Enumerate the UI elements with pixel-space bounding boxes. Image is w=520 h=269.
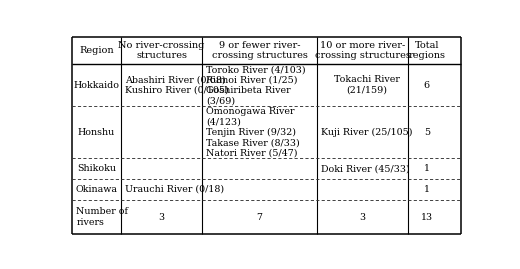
Text: 9 or fewer river-
crossing structures: 9 or fewer river- crossing structures [212, 41, 308, 61]
Text: Omonogawa River
(4/123)
Tenjin River (9/32)
Takase River (8/33)
Natori River (5/: Omonogawa River (4/123) Tenjin River (9/… [206, 107, 300, 158]
Text: Okinawa: Okinawa [75, 185, 118, 194]
Text: 13: 13 [421, 213, 433, 221]
Text: Total
regions: Total regions [408, 41, 445, 61]
Text: Doki River (45/33): Doki River (45/33) [321, 164, 410, 173]
Text: 1: 1 [424, 164, 430, 173]
Text: Hokkaido: Hokkaido [73, 81, 120, 90]
Text: Kuji River (25/105): Kuji River (25/105) [321, 128, 412, 137]
Text: 3: 3 [159, 213, 165, 221]
Text: Number of
rivers: Number of rivers [76, 207, 128, 227]
Text: Toroko River (4/103)
Rumoi River (1/25)
Goshiribeta River
(3/69): Toroko River (4/103) Rumoi River (1/25) … [206, 65, 306, 105]
Text: Urauchi River (0/18): Urauchi River (0/18) [125, 185, 224, 194]
Text: 7: 7 [257, 213, 263, 221]
Text: 3: 3 [360, 213, 366, 221]
Text: 1: 1 [424, 185, 430, 194]
Text: Tokachi River
(21/159): Tokachi River (21/159) [334, 76, 399, 95]
Text: 10 or more river-
crossing structures: 10 or more river- crossing structures [315, 41, 411, 61]
Text: Region: Region [79, 46, 114, 55]
Text: No river-crossing
structures: No river-crossing structures [119, 41, 205, 61]
Text: Abashiri River (0/68)
Kushiro River (0/105): Abashiri River (0/68) Kushiro River (0/1… [125, 76, 229, 95]
Text: Shikoku: Shikoku [77, 164, 116, 173]
Text: Honshu: Honshu [78, 128, 115, 137]
Text: 6: 6 [424, 81, 430, 90]
Text: 5: 5 [424, 128, 430, 137]
